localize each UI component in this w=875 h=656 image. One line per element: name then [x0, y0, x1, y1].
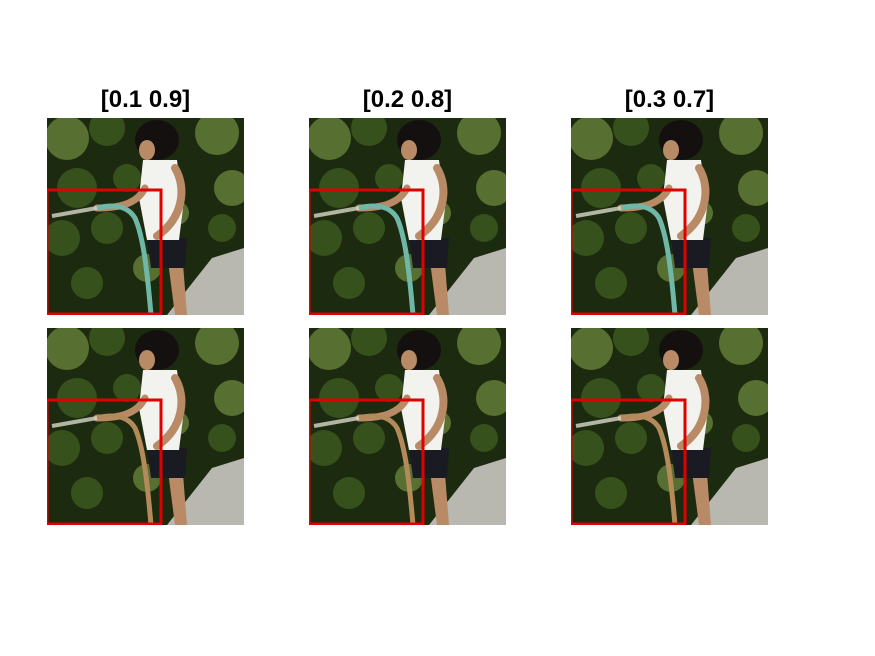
person-face [663, 350, 679, 370]
person-arm-back [415, 374, 448, 450]
person-face [139, 140, 155, 160]
photo-scene [47, 328, 244, 525]
pavement [167, 458, 244, 525]
water-spray [51, 206, 98, 218]
garden-hose [620, 413, 678, 525]
photo-panel-row2-col3 [571, 328, 768, 525]
pavement [429, 248, 506, 315]
person-arm-back [153, 374, 186, 450]
photo-panel-row1-col1 [47, 118, 244, 315]
person-arm-back [153, 164, 186, 240]
person-shorts [147, 238, 187, 268]
photo-scene [309, 118, 506, 315]
red-box [47, 398, 163, 525]
foliage-clusters [47, 118, 244, 299]
foliage-clusters [47, 328, 244, 509]
person-shorts [409, 448, 449, 478]
water-spray [575, 206, 622, 218]
pavement [691, 458, 768, 525]
column-title-1: [0.1 0.9] [100, 86, 191, 113]
garden-hose [358, 203, 416, 315]
water-spray [575, 416, 622, 428]
garden-hose [96, 203, 154, 315]
photo-scene [571, 328, 768, 525]
person-face [139, 350, 155, 370]
pavement [691, 248, 768, 315]
photo-scene [309, 328, 506, 525]
photo-scene [47, 118, 244, 315]
pavement [167, 248, 244, 315]
person-arm-back [677, 164, 710, 240]
photo-panel-row1-col3 [571, 118, 768, 315]
photo-scene [571, 118, 768, 315]
photo-panel-row1-col2 [309, 118, 506, 315]
garden-hose [620, 203, 678, 315]
water-spray [313, 206, 360, 218]
water-spray [51, 416, 98, 428]
person-shorts [671, 238, 711, 268]
photo-panel-row2-col1 [47, 328, 244, 525]
person-shorts [409, 238, 449, 268]
red-box [309, 188, 425, 315]
pavement [429, 458, 506, 525]
person-face [401, 140, 417, 160]
column-title-2: [0.2 0.8] [362, 86, 453, 113]
person-shorts [671, 448, 711, 478]
person-arm-back [677, 374, 710, 450]
foliage-clusters [309, 118, 506, 299]
person-arm-back [415, 164, 448, 240]
photo-panel-row2-col2 [309, 328, 506, 525]
red-box [571, 398, 687, 525]
red-box [309, 398, 425, 525]
garden-hose [358, 413, 416, 525]
water-spray [313, 416, 360, 428]
red-box [571, 188, 687, 315]
person-face [663, 140, 679, 160]
red-box [47, 188, 163, 315]
person-face [401, 350, 417, 370]
person-shorts [147, 448, 187, 478]
column-title-3: [0.3 0.7] [624, 86, 715, 113]
garden-hose [96, 413, 154, 525]
